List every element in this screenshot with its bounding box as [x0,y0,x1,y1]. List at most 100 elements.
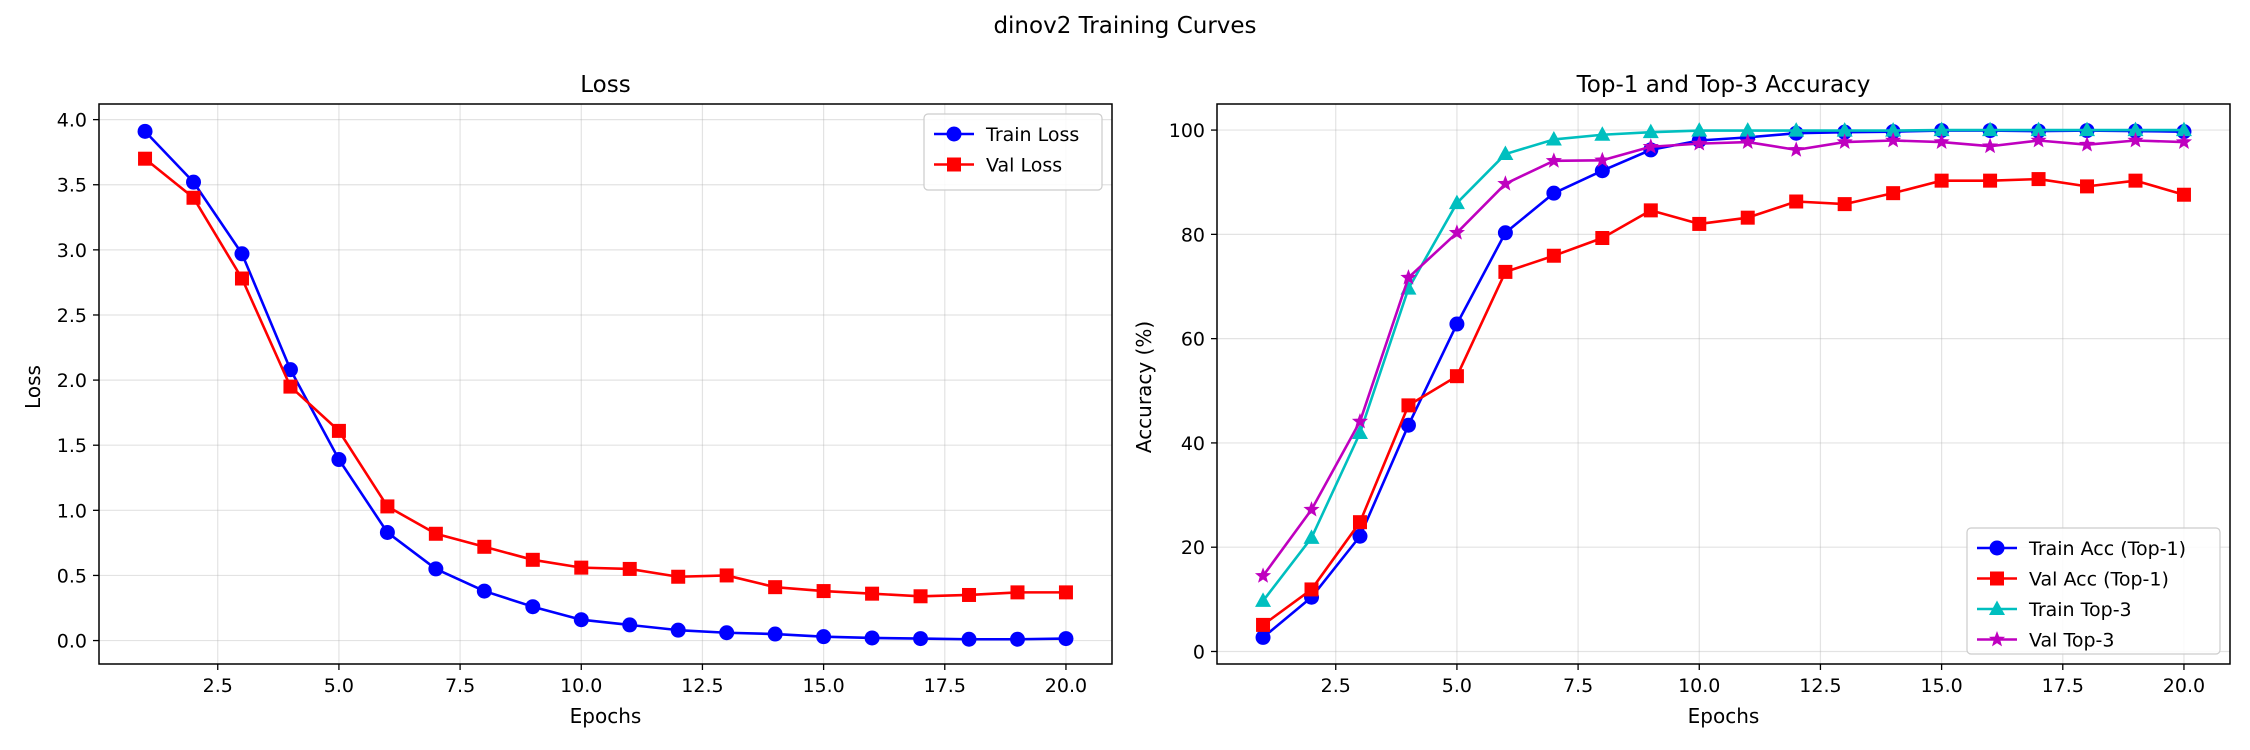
data-point [767,626,783,642]
x-tick-label: 10.0 [1678,675,1720,697]
data-point [1351,413,1369,429]
data-point [1254,567,1272,583]
data-point [1739,133,1756,149]
data-point [1304,582,1319,597]
data-point [1498,264,1513,279]
x-tick-label: 12.5 [681,675,723,697]
data-point [1058,585,1073,600]
series-line [1262,128,2184,602]
data-point [865,586,880,601]
data-point [1010,585,1025,600]
x-tick-label: 15.0 [1920,675,1962,697]
y-tick-label: 20 [1181,537,1205,559]
data-point [331,452,347,468]
data-point [962,587,977,602]
legend-marker [1989,540,2005,556]
data-point [1594,126,1611,141]
data-point [1836,133,1853,149]
y-tick-label: 80 [1181,224,1205,246]
accuracy-panel-title: Top-1 and Top-3 Accuracy [1576,72,1871,98]
loss-panel: Loss Epochs Loss 2.5 5.0 7.5 10.0 12.5 15.0 17… [21,72,1113,728]
loss-panel-title: Loss [580,72,630,98]
legend-label: Train Top-3 [2028,599,2132,621]
legend-marker [1990,571,2004,586]
data-point [282,362,298,378]
legend-frame [1966,527,2221,655]
data-point [186,174,202,190]
data-point [2031,172,2046,187]
legend-marker [1989,600,2005,615]
data-point [1740,210,1755,225]
x-tick-label: 17.5 [924,675,966,697]
data-point [428,526,443,541]
gridlines [99,104,1112,664]
data-point [1789,194,1804,209]
legend-entry: Train Top-3 [1977,599,2132,621]
series-val-top-3 [1254,132,2193,583]
series-train-loss [137,123,1074,647]
series-line [1262,177,2185,626]
data-point [379,524,395,540]
y-tick-label: 0.5 [57,565,87,587]
data-point [1642,138,1659,154]
y-tick-label: 0 [1193,641,1205,663]
axes-frame [1216,103,2231,665]
data-point [816,629,832,645]
data-point [1545,152,1562,168]
data-point [477,539,492,554]
data-point [1982,121,1999,137]
data-point [1497,225,1513,241]
legend: Train Loss Val Loss [923,113,1103,191]
data-point [1692,216,1707,231]
data-point [234,271,249,286]
data-point [913,589,928,604]
data-point [1836,122,1853,137]
legend-label: Train Acc (Top-1) [2028,538,2186,560]
series-val-acc-top-1 [1256,172,2191,632]
loss-panel-xlabel: Epochs [570,704,642,728]
data-point [1448,194,1465,210]
x-tick-label: 10.0 [560,675,602,697]
data-point [1691,135,1708,151]
axes-frame [98,103,1113,665]
data-point [1400,417,1416,433]
data-point [1885,122,1902,137]
data-point [719,568,734,583]
data-point [1739,122,1756,137]
data-point [1642,123,1659,139]
y-tick-label: 4.0 [57,110,87,132]
legend-marker [946,126,962,142]
data-point [1545,130,1562,146]
data-point [961,631,977,647]
data-point [1691,122,1708,137]
data-point [138,151,153,166]
x-tick-label: 2.5 [1321,675,1351,697]
data-point [1595,231,1610,246]
data-point [2175,121,2192,137]
series-val-loss [138,151,1073,604]
data-point [622,617,638,633]
data-point [1448,224,1466,240]
data-point [1449,316,1465,332]
data-point [1546,185,1562,201]
accuracy-panel: Top-1 and Top-3 Accuracy Epochs Accuracy… [1132,72,2231,728]
y-tick-label: 3.0 [57,240,87,262]
data-point [574,560,589,575]
data-point [234,246,250,262]
y-tick-label: 0.0 [57,631,87,653]
legend-label: Val Loss [986,155,1062,177]
data-point [2079,121,2096,137]
data-point [1885,132,1902,148]
data-point [573,612,589,628]
data-point [2176,187,2191,202]
data-point [622,561,637,576]
data-point [2080,179,2095,194]
data-point [283,379,298,394]
data-point [816,584,831,599]
legend-entry: Train Acc (Top-1) [1977,538,2186,560]
data-point [1933,121,1950,137]
data-point [2175,133,2193,149]
data-point [2030,121,2047,137]
data-point [1255,592,1272,607]
series-line [1262,139,2184,577]
